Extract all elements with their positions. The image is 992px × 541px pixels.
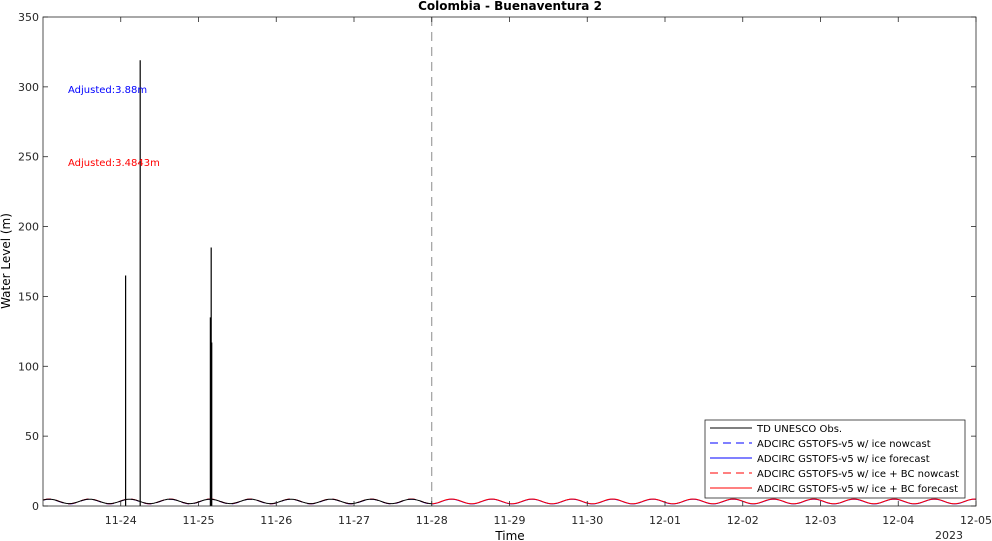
series-line [431, 498, 977, 505]
x-tick-label: 12-03 [805, 514, 837, 527]
x-tick-label: 12-04 [882, 514, 914, 527]
y-tick-label: 150 [18, 290, 39, 303]
chart-title: Colombia - Buenaventura 2 [418, 0, 602, 13]
legend-label: ADCIRC GSTOFS-v5 w/ ice + BC nowcast [757, 469, 959, 480]
x-axis: 11-24 11-25 11-26 11-27 11-28 11-29 11-30 12-01… [105, 17, 992, 527]
y-tick-label: 350 [18, 11, 39, 24]
legend-label: ADCIRC GSTOFS-v5 w/ ice nowcast [757, 439, 931, 450]
year-label: 2023 [935, 529, 963, 541]
x-tick-label: 11-26 [260, 514, 292, 527]
x-tick-label: 12-05 [960, 514, 992, 527]
y-tick-label: 200 [18, 221, 39, 234]
x-axis-label: Time [494, 529, 524, 541]
x-tick-label: 11-25 [183, 514, 215, 527]
legend-label: TD UNESCO Obs. [756, 424, 842, 435]
x-tick-label: 12-01 [649, 514, 681, 527]
x-tick-label: 11-28 [416, 514, 448, 527]
annotation-adjusted-blue: Adjusted:3.88m [68, 85, 147, 96]
x-tick-label: 11-30 [571, 514, 603, 527]
y-axis-label: Water Level (m) [0, 213, 13, 309]
y-tick-label: 50 [25, 430, 39, 443]
legend-box [704, 419, 966, 499]
y-tick-label: 100 [18, 360, 39, 373]
y-tick-label: 250 [18, 151, 39, 164]
plot-series [42, 17, 977, 506]
x-tick-label: 12-02 [727, 514, 759, 527]
legend: TD UNESCO Obs. ADCIRC GSTOFS-v5 w/ ice no… [704, 419, 966, 499]
annotation-adjusted-red: Adjusted:3.4843m [68, 158, 160, 169]
x-tick-label: 11-29 [494, 514, 526, 527]
legend-label: ADCIRC GSTOFS-v5 w/ ice forecast [757, 454, 930, 465]
y-axis: 0 50 100 150 200 250 300 350 [18, 11, 976, 513]
y-tick-label: 300 [18, 81, 39, 94]
y-tick-label: 0 [32, 500, 39, 513]
x-tick-label: 11-27 [338, 514, 370, 527]
x-tick-label: 11-24 [105, 514, 137, 527]
series-line [42, 498, 432, 505]
legend-label: ADCIRC GSTOFS-v5 w/ ice + BC forecast [757, 484, 958, 495]
